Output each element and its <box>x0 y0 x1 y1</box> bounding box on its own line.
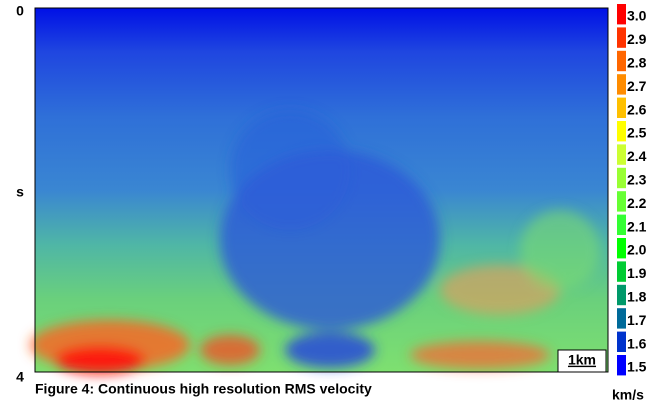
scale-bar-box <box>557 349 607 373</box>
colorbar-tick-label: 3.0 <box>627 8 647 24</box>
y-tick-label: 4 <box>16 369 24 385</box>
y-tick-label: 0 <box>16 3 24 19</box>
colorbar-swatch <box>617 74 626 95</box>
colorbar-tick-label: 1.7 <box>627 312 647 328</box>
colorbar-swatch <box>617 167 626 189</box>
colorbar-swatch <box>617 144 626 165</box>
colorbar-swatch <box>617 261 626 282</box>
colorbar-swatch <box>617 4 626 25</box>
colorbar-swatch <box>617 121 626 142</box>
colorbar-swatch <box>617 214 626 235</box>
colorbar-unit: km/s <box>612 387 644 403</box>
colorbar-swatch <box>617 97 626 118</box>
colorbar-tick-label: 1.6 <box>627 335 647 351</box>
colorbar-tick-label: 1.8 <box>627 289 647 305</box>
velocity-section <box>30 7 609 374</box>
colorbar-tick-label: 2.0 <box>627 242 647 258</box>
colorbar-swatch <box>617 331 626 352</box>
colorbar-swatch <box>617 284 626 306</box>
colorbar-swatch <box>617 308 626 329</box>
colorbar-tick-label: 1.9 <box>627 265 647 281</box>
y-axis-label: s <box>16 184 24 200</box>
colorbar-swatch <box>617 355 626 376</box>
caption: Figure 4: Continuous high resolution RMS… <box>35 381 372 397</box>
colorbar-swatch <box>617 27 626 48</box>
plot-frame <box>34 7 609 373</box>
colorbar-tick-label: 2.2 <box>627 195 647 211</box>
colorbar-tick-label: 1.5 <box>627 359 647 375</box>
colorbar-swatch <box>617 191 626 212</box>
velocity-patches <box>30 110 600 374</box>
colorbar-tick-label: 2.5 <box>627 125 647 141</box>
scale-bar-label: 1km <box>568 352 596 368</box>
colorbar-tick-label: 2.8 <box>627 55 647 71</box>
colorbar-tick-label: 2.9 <box>627 31 647 47</box>
colorbar-tick-label: 2.3 <box>627 172 647 188</box>
colorbar-tick-label: 2.4 <box>627 148 647 164</box>
colorbar-tick-label: 2.1 <box>627 218 647 234</box>
colorbar-swatch <box>617 238 626 259</box>
colorbar-tick-label: 2.7 <box>627 78 647 94</box>
colorbar-swatch <box>617 50 626 72</box>
colorbar-tick-label: 2.6 <box>627 101 647 117</box>
